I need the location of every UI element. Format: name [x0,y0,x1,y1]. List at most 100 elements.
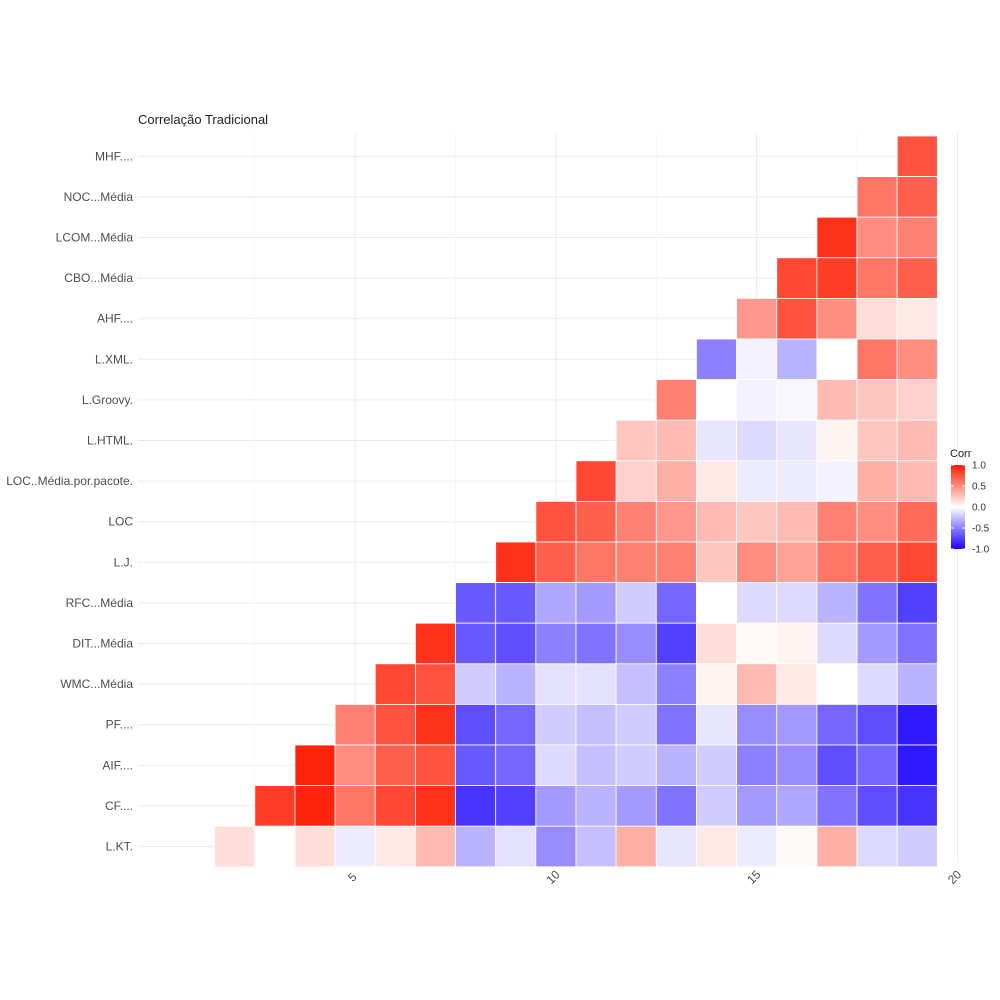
heatmap-cell [856,744,898,786]
heatmap-cell [655,460,697,502]
heatmap-cell [896,419,938,462]
heatmap-cell [655,582,697,624]
heatmap-cell [655,622,697,665]
heatmap-cell [575,582,617,624]
heatmap-cell [575,622,617,665]
heatmap-cell [736,379,778,421]
heatmap-cell [736,663,778,705]
y-tick-label: CF.... [105,799,133,813]
heatmap-cell [856,541,898,583]
heatmap-cell [495,622,537,665]
heatmap-cell [816,379,858,421]
legend-tick-label: 0.5 [972,482,986,493]
heatmap-cell [455,582,497,624]
heatmap-cell [736,622,778,665]
heatmap-cell [896,297,938,340]
heatmap-cell [334,744,376,786]
heatmap-cell [414,744,456,786]
heatmap-cell [655,785,697,827]
heatmap-cell [896,216,938,259]
heatmap-cell [896,622,938,665]
heatmap-cell [736,338,778,380]
y-tick-label: NOC...Média [64,190,134,204]
heatmap-cell [495,582,537,624]
heatmap-cell [575,460,617,502]
y-tick-label: L.J. [114,555,133,569]
heatmap-cell [736,541,778,583]
x-tick-label: 10 [543,867,563,887]
heatmap-cell [374,704,416,746]
color-legend: Corr 1.0 0.5 0.0 -0.5 -1.0 [950,448,990,556]
heatmap-cell [816,297,858,340]
heatmap-cell [696,663,738,705]
y-tick-label: L.Groovy. [82,393,133,407]
y-tick-label: AHF.... [97,312,133,326]
heatmap-cell [776,338,818,380]
heatmap-cell [776,704,818,746]
legend-colorbar [951,465,965,549]
heatmap-cell [816,541,858,583]
heatmap-cell [776,825,818,868]
heatmap-cell [615,419,657,462]
heatmap-cell [414,704,456,746]
y-tick-label: L.HTML. [87,434,133,448]
heatmap-cell [736,460,778,502]
heatmap-cell [776,257,818,299]
heatmap-cell [816,419,858,462]
heatmap-cell [495,663,537,705]
heatmap-cell [896,744,938,786]
heatmap-cell [615,704,657,746]
x-tick-label: 20 [945,867,965,887]
heatmap-cell [896,663,938,705]
heatmap-cell [736,704,778,746]
heatmap-cell [495,785,537,827]
heatmap-cell [455,744,497,786]
heatmap-cell [414,663,456,705]
heatmap-cell [736,500,778,543]
legend-tick-label: 0.0 [972,503,986,514]
heatmap-cell [696,500,738,543]
heatmap-cell [374,744,416,786]
heatmap-cell [896,500,938,543]
y-tick-label: L.KT. [106,840,133,854]
heatmap-cell [856,257,898,299]
heatmap-cell [535,704,577,746]
heatmap-cell [856,500,898,543]
heatmap-cell [896,176,938,218]
heatmap-cell [575,825,617,868]
heatmap-cell [776,297,818,340]
heatmap-cell [535,582,577,624]
heatmap-cell [696,338,738,380]
heatmap-cell [856,216,898,259]
heatmap-cell [294,744,336,786]
heatmap-cell [615,825,657,868]
heatmap-cell [696,744,738,786]
heatmap-cell [535,663,577,705]
heatmap-cell [696,582,738,624]
heatmap-cell [776,379,818,421]
y-tick-label: LOC [108,515,133,529]
heatmap-cell [736,825,778,868]
legend-tick-label: -0.5 [972,524,990,535]
heatmap-cell [455,663,497,705]
heatmap-cell [736,419,778,462]
heatmap-cell [776,582,818,624]
y-tick-label: LCOM...Média [56,231,134,245]
heatmap-cell [696,419,738,462]
heatmap-cell [856,825,898,868]
heatmap-cell [254,785,296,827]
heatmap-cell [896,541,938,583]
heatmap-cell [655,744,697,786]
heatmap-cell [294,825,336,868]
heatmap-cell [736,744,778,786]
heatmap-cell [615,744,657,786]
heatmap-cell [214,825,256,868]
heatmap-cell [896,135,938,177]
heatmap-cell [575,704,617,746]
y-tick-label: AIF.... [102,758,133,772]
heatmap-cell [816,257,858,299]
heatmap-cell [414,825,456,868]
y-tick-label: RFC...Média [66,596,134,610]
y-tick-label: CBO...Média [64,271,133,285]
heatmap-cell [776,785,818,827]
